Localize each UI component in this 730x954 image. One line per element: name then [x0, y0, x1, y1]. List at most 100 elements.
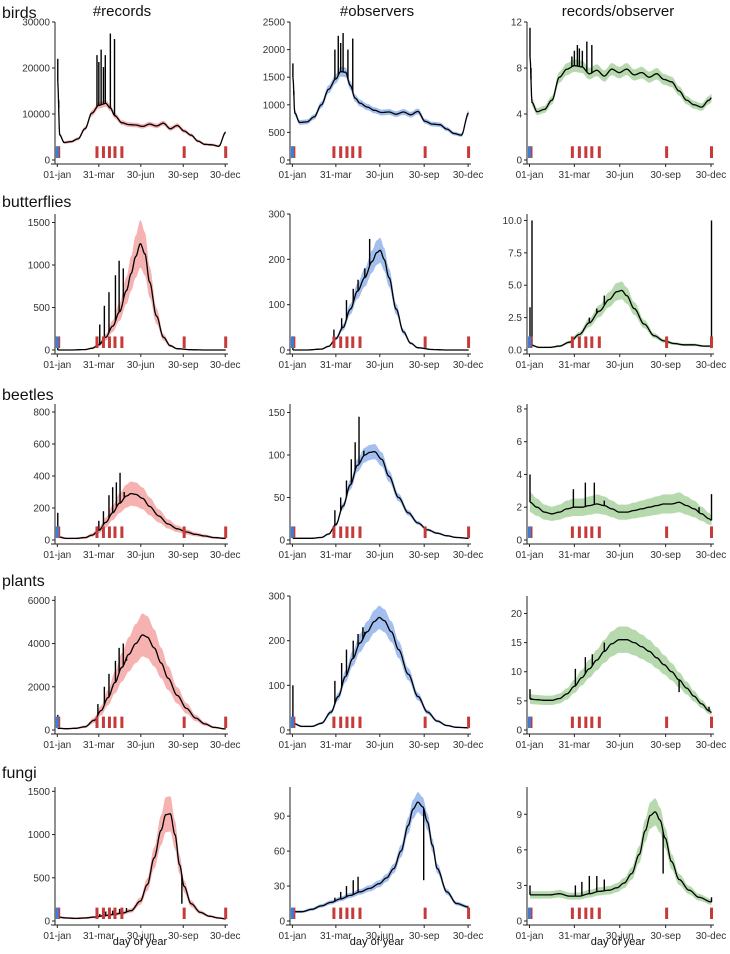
butterflies-ratio-marker-red-5 — [597, 336, 601, 348]
birds-records-y-tick-label-2: 20000 — [22, 64, 50, 75]
fungi-records-panel: 0 500 1000 1500 01-jan 31-mar 30-jun 30-sep 30-d… — [28, 787, 241, 942]
beetles-observers-marker-red-6 — [423, 526, 427, 538]
butterflies-ratio-confidence-band — [530, 281, 712, 349]
birds-ratio-y-tick-label-2: 8 — [516, 64, 522, 75]
fungi-ratio-series-line — [530, 811, 712, 903]
butterflies-observers-x-tick-label-4: 30-dec — [453, 360, 484, 371]
butterflies-records-marker-red-4 — [113, 336, 117, 348]
birds-ratio-marker-red-2 — [577, 146, 581, 158]
birds-records-x-tick-label-2: 30-jun — [127, 170, 155, 181]
plants-observers-y-tick-label-2: 200 — [268, 636, 285, 647]
butterflies-ratio-series-line — [530, 289, 712, 349]
fungi-records-series-line — [57, 813, 226, 920]
birds-records-series-line — [57, 81, 226, 147]
beetles-ratio-marker-red-1 — [570, 526, 574, 538]
butterflies-observers-marker-red-7 — [467, 336, 471, 348]
plants-ratio-y-tick-label-3: 15 — [511, 638, 523, 649]
beetles-records-x-tick-label-0: 01-jan — [43, 550, 71, 561]
plants-records-marker-red-7 — [224, 716, 228, 728]
row-title-butterflies: butterflies — [2, 194, 71, 211]
beetles-records-marker-red-3 — [107, 526, 111, 538]
fungi-records-marker-red-7 — [224, 907, 228, 919]
plants-records-y-tick-label-0: 0 — [44, 726, 50, 737]
x-axis-label-records: day of year — [113, 936, 168, 948]
butterflies-records-x-tick-label-2: 30-jun — [127, 360, 155, 371]
fungi-ratio-y-tick-label-1: 3 — [516, 881, 522, 892]
fungi-records-marker-red-2 — [101, 907, 105, 919]
butterflies-observers-marker-red-5 — [358, 336, 362, 348]
birds-records-marker-red-7 — [224, 146, 228, 158]
plants-observers-marker-red-3 — [345, 716, 349, 728]
butterflies-observers-x-tick-label-2: 30-jun — [366, 360, 394, 371]
plants-records-y-tick-label-1: 2000 — [28, 682, 51, 693]
butterflies-observers-y-tick-label-2: 200 — [268, 255, 285, 266]
birds-ratio-marker-red-6 — [665, 146, 669, 158]
birds-ratio-x-tick-label-1: 31-mar — [559, 170, 591, 181]
butterflies-ratio-y-tick-label-2: 5.0 — [508, 281, 522, 292]
fungi-observers-marker-red-3 — [345, 907, 349, 919]
fungi-records-marker-red-6 — [182, 907, 186, 919]
birds-observers-y-tick-label-0: 0 — [279, 156, 285, 167]
plants-records-series-line — [57, 634, 226, 730]
birds-observers-marker-red-5 — [358, 146, 362, 158]
beetles-ratio-marker-red-5 — [597, 526, 601, 538]
plants-records-y-tick-label-2: 4000 — [28, 639, 51, 650]
butterflies-ratio-marker-red-3 — [584, 336, 588, 348]
beetles-ratio-marker-red-7 — [710, 526, 714, 538]
beetles-observers-marker-red-3 — [345, 526, 349, 538]
birds-observers-y-tick-label-5: 2500 — [263, 18, 286, 29]
beetles-observers-y-tick-label-1: 50 — [274, 493, 286, 504]
birds-ratio-y-tick-label-1: 4 — [516, 110, 522, 121]
butterflies-ratio-marker-red-6 — [665, 336, 669, 348]
fungi-observers-marker-red-4 — [351, 907, 355, 919]
fungi-records-x-tick-label-0: 01-jan — [43, 931, 71, 942]
fungi-records-y-tick-label-2: 1000 — [28, 830, 51, 841]
butterflies-observers-y-tick-label-3: 300 — [268, 210, 285, 221]
fungi-ratio-marker-red-4 — [590, 907, 594, 919]
plants-observers-x-tick-label-0: 01-jan — [279, 740, 307, 751]
beetles-observers-x-tick-label-3: 30-sep — [409, 550, 440, 561]
fungi-observers-marker-red-5 — [358, 907, 362, 919]
plants-ratio-x-tick-label-1: 31-mar — [559, 740, 591, 751]
plants-ratio-marker-red-3 — [584, 716, 588, 728]
plants-observers-y-tick-label-1: 100 — [268, 681, 285, 692]
plants-observers-y-tick-label-0: 0 — [279, 726, 285, 737]
beetles-records-x-tick-label-2: 30-jun — [127, 550, 155, 561]
fungi-observers-marker-red-1 — [332, 907, 336, 919]
beetles-records-marker-red-7 — [224, 526, 228, 538]
plants-observers-marker-red-7 — [467, 716, 471, 728]
birds-records-x-tick-label-4: 30-dec — [210, 170, 241, 181]
fungi-observers-series-line — [292, 801, 469, 913]
beetles-records-marker-red-1 — [95, 526, 99, 538]
butterflies-records-marker-red-6 — [182, 336, 186, 348]
plants-records-x-tick-label-0: 01-jan — [43, 740, 71, 751]
beetles-ratio-series-line — [529, 501, 712, 521]
plants-observers-marker-red-2 — [339, 716, 343, 728]
fungi-observers-y-tick-label-0: 0 — [279, 917, 285, 928]
fungi-ratio-marker-red-5 — [597, 907, 601, 919]
fungi-ratio-x-tick-label-3: 30-sep — [650, 931, 681, 942]
birds-ratio-y-tick-label-0: 0 — [516, 156, 522, 167]
butterflies-ratio-panel: 0.0 2.5 5.0 7.5 10.0 01-jan 31-mar 30-jun 30-sep… — [503, 214, 726, 371]
birds-ratio-panel: 0 4 8 12 01-jan 31-mar 30-jun 30-sep 30-dec — [511, 18, 726, 182]
butterflies-records-series-line — [57, 243, 226, 351]
birds-observers-panel: 0 500 1000 1500 2000 2500 01-jan 31-mar 30-jun 30… — [263, 18, 484, 182]
plants-ratio-marker-red-4 — [590, 716, 594, 728]
beetles-records-y-tick-label-3: 600 — [33, 440, 50, 451]
plants-observers-marker-red-4 — [351, 716, 355, 728]
column-title-ratio: records/observer — [562, 3, 675, 20]
fungi-observers-y-tick-label-2: 60 — [274, 847, 286, 858]
birds-observers-y-tick-label-3: 1500 — [263, 73, 286, 84]
plants-observers-x-tick-label-3: 30-sep — [409, 740, 440, 751]
plants-ratio-y-tick-label-1: 5 — [516, 696, 522, 707]
fungi-observers-x-tick-label-4: 30-dec — [453, 931, 484, 942]
birds-ratio-marker-red-7 — [710, 146, 714, 158]
beetles-ratio-y-tick-label-2: 4 — [516, 470, 522, 481]
plants-observers-panel: 0 100 200 300 01-jan 31-mar 30-jun 30-sep 30-dec — [268, 592, 483, 752]
beetles-observers-x-tick-label-4: 30-dec — [453, 550, 484, 561]
beetles-records-y-tick-label-4: 800 — [33, 408, 50, 419]
beetles-observers-x-tick-label-0: 01-jan — [279, 550, 307, 561]
plants-ratio-marker-red-5 — [597, 716, 601, 728]
birds-records-panel: 0 10000 20000 30000 01-jan 31-mar 30-jun 30-sep… — [22, 18, 240, 182]
butterflies-records-panel: 0 500 1000 1500 01-jan 31-mar 30-jun 30-sep 30-d… — [28, 214, 241, 371]
